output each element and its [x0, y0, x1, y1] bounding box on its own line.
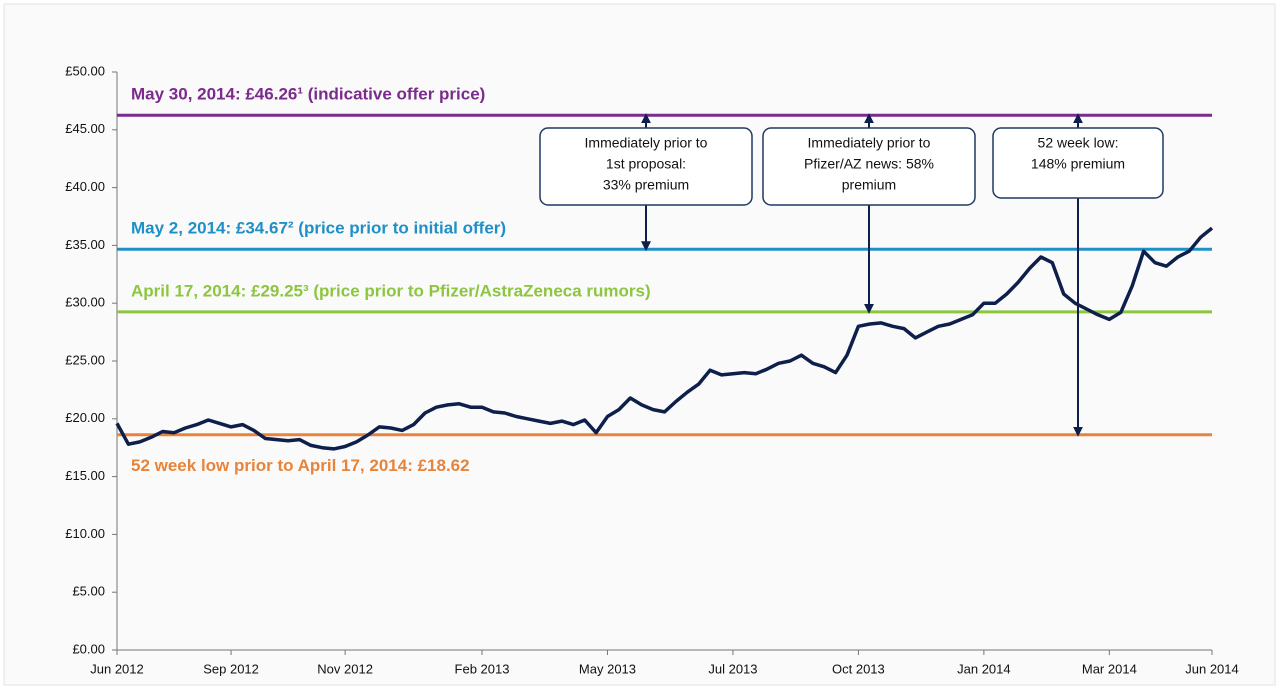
y-tick-label: £20.00	[65, 410, 105, 425]
reference-label: May 2, 2014: £34.67² (price prior to ini…	[131, 219, 506, 238]
price-line	[115, 226, 1214, 451]
reference-label: April 17, 2014: £29.25³ (price prior to …	[131, 281, 651, 300]
y-tick-label: £35.00	[65, 237, 105, 252]
callout-box	[539, 127, 753, 206]
y-tick-label: £25.00	[65, 352, 105, 367]
y-tick-label: £40.00	[65, 179, 105, 194]
x-tick-label: Mar 2014	[1082, 661, 1137, 676]
y-tick-label: £5.00	[72, 584, 105, 599]
callout-box	[762, 127, 976, 206]
x-tick-label: Feb 2013	[455, 661, 510, 676]
y-tick-label: £50.00	[65, 63, 105, 78]
callout-text: 33% premium	[603, 177, 689, 193]
callout-text: Immediately prior to	[585, 135, 708, 151]
x-tick-label: Jul 2013	[708, 661, 757, 676]
callout-text: Pfizer/AZ news: 58%	[804, 156, 934, 172]
callout-text: 1st proposal:	[606, 156, 686, 172]
reference-label: 52 week low prior to April 17, 2014: £18…	[131, 456, 470, 475]
y-tick-label: £45.00	[65, 121, 105, 136]
reference-label: May 30, 2014: £46.26¹ (indicative offer …	[131, 85, 485, 104]
callout-text: Immediately prior to	[808, 135, 931, 151]
x-tick-label: Nov 2012	[317, 661, 373, 676]
callout-text: premium	[842, 177, 896, 193]
y-tick-label: £30.00	[65, 295, 105, 310]
x-tick-label: Jun 2014	[1185, 661, 1239, 676]
x-tick-label: Jun 2012	[90, 661, 144, 676]
y-tick-label: £15.00	[65, 468, 105, 483]
callout-box	[992, 127, 1164, 199]
x-tick-label: Jan 2014	[957, 661, 1011, 676]
y-tick-label: £0.00	[72, 641, 105, 656]
background	[3, 3, 1276, 686]
x-tick-label: Oct 2013	[832, 661, 885, 676]
x-tick-label: May 2013	[579, 661, 636, 676]
callout-text: 52 week low:	[1038, 135, 1119, 151]
callout-text: 148% premium	[1031, 156, 1125, 172]
x-tick-label: Sep 2012	[203, 661, 259, 676]
y-tick-label: £10.00	[65, 526, 105, 541]
